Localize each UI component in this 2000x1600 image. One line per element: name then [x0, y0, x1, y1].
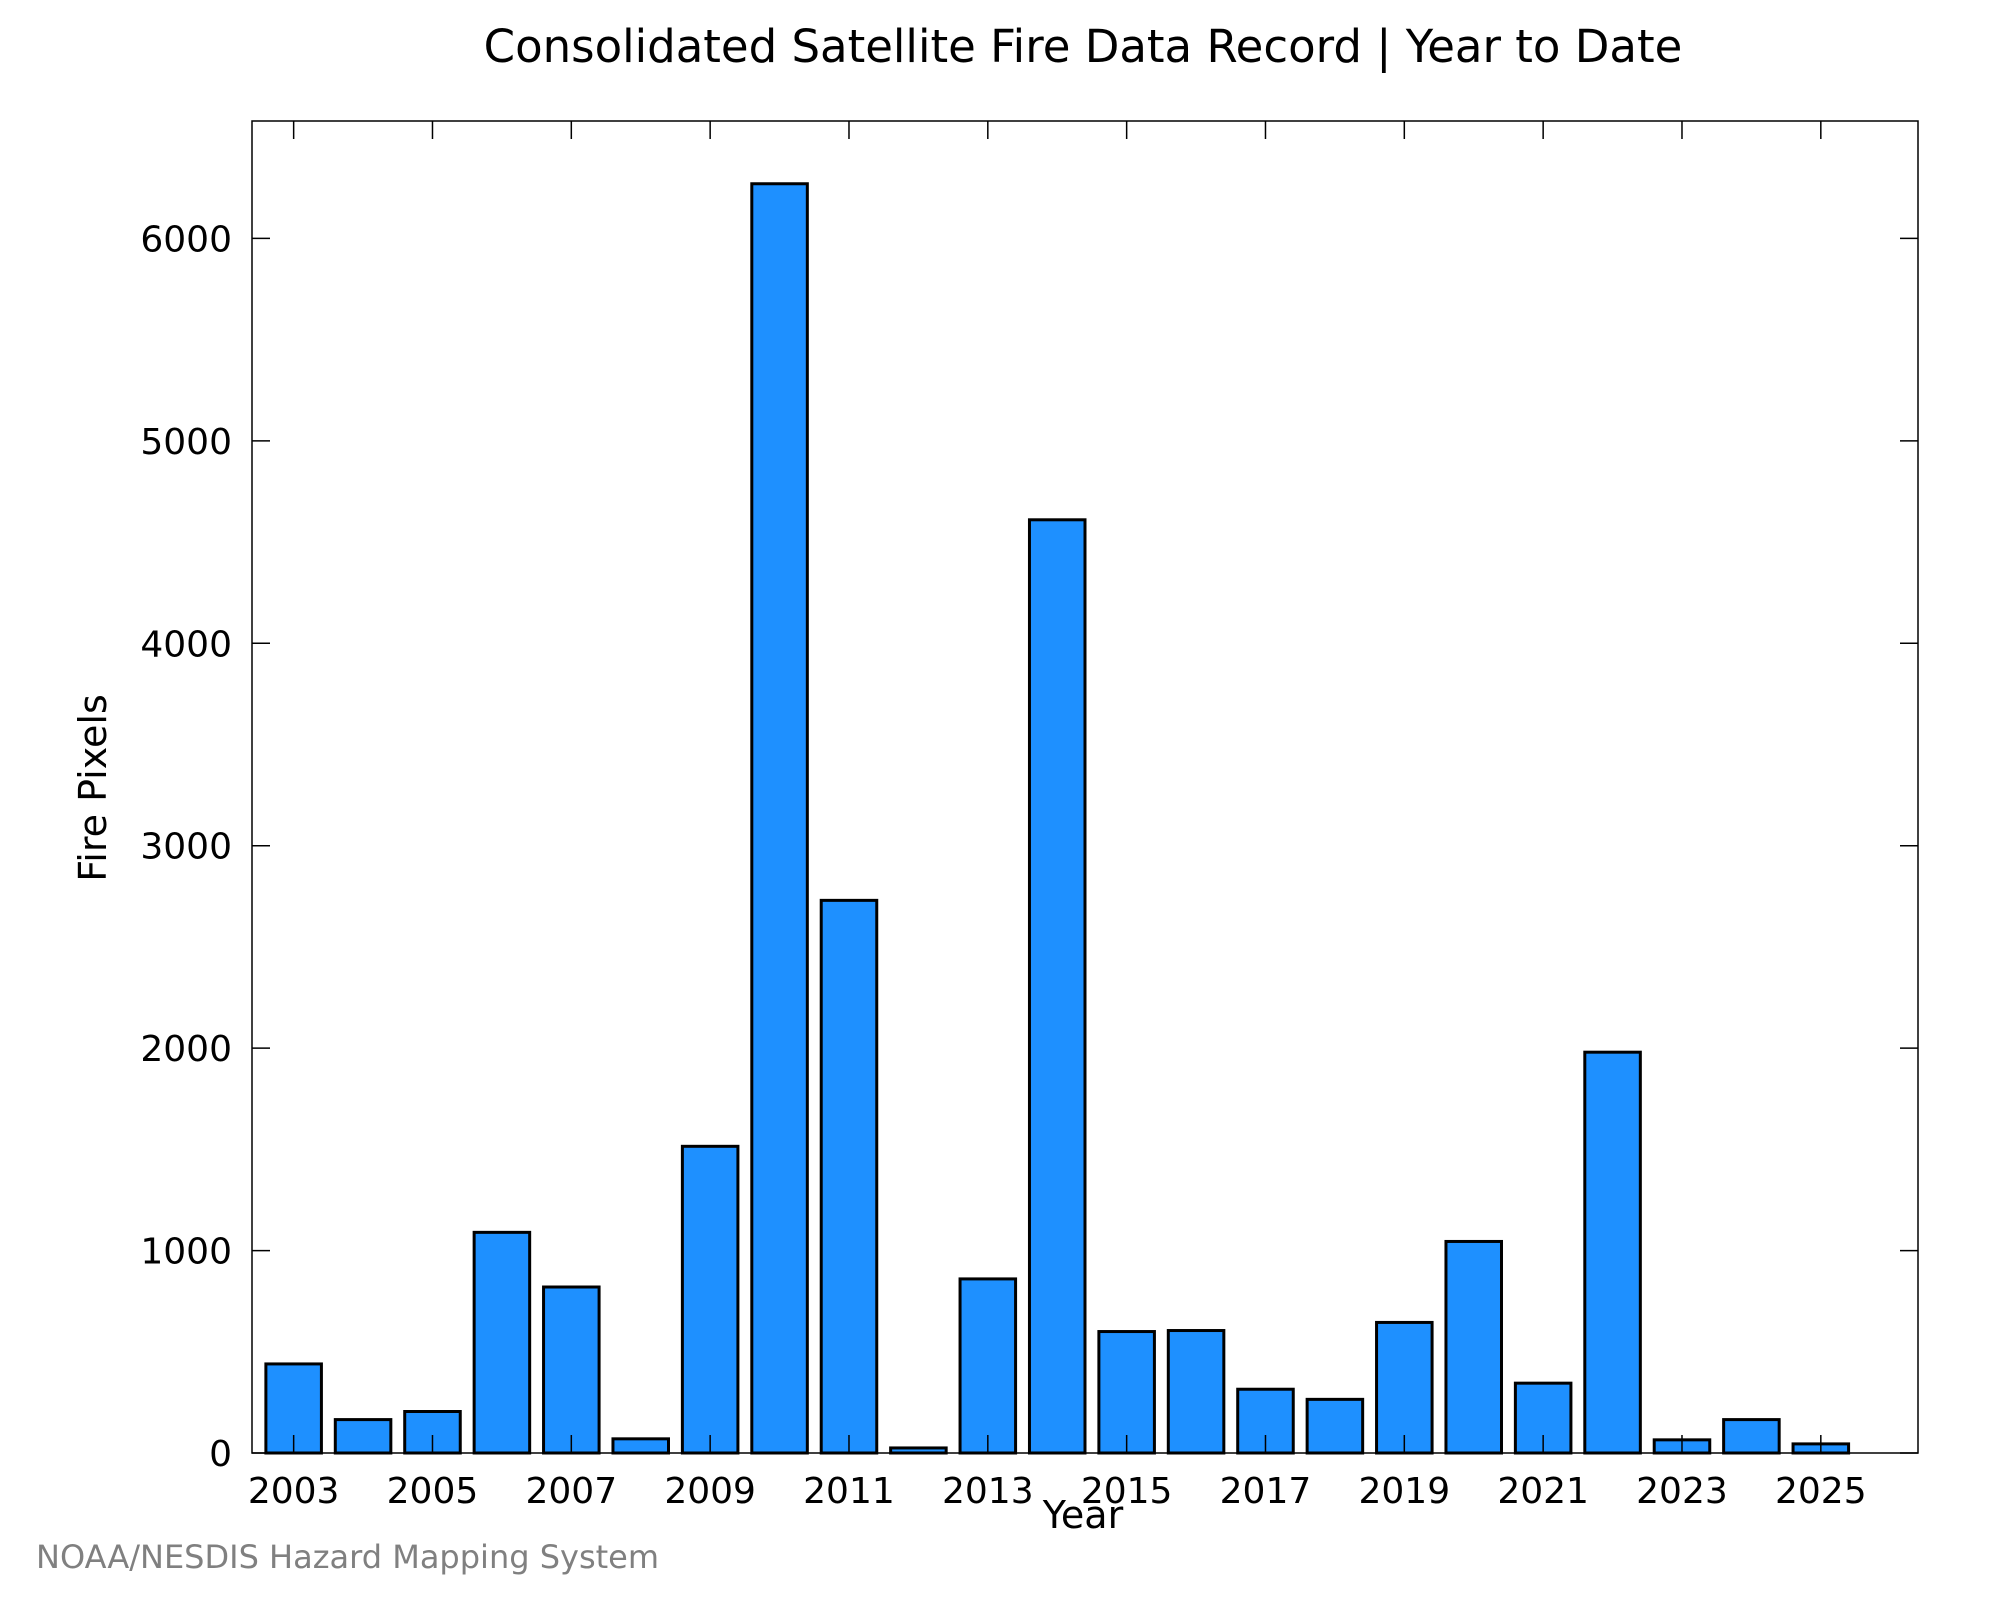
x-axis-label: Year [1042, 1493, 1124, 1537]
y-tick-label-0: 0 [209, 1434, 232, 1475]
x-tick-label-2011: 2011 [803, 1471, 895, 1512]
x-tick-label-2025: 2025 [1775, 1471, 1867, 1512]
y-tick-label-3000: 3000 [140, 827, 232, 868]
bar-2016 [1166, 1329, 1226, 1455]
y-tick-label-1000: 1000 [140, 1232, 232, 1273]
bar-2009 [680, 1144, 740, 1455]
bar-2020 [1444, 1239, 1504, 1455]
bar-2015 [1097, 1330, 1156, 1455]
bar-2007 [542, 1285, 601, 1455]
x-tick-label-2009: 2009 [664, 1471, 756, 1512]
x-tick-label-2003: 2003 [248, 1471, 340, 1512]
bar-2011 [819, 898, 879, 1455]
bar-2019 [1375, 1320, 1434, 1455]
y-tick-label-4000: 4000 [140, 624, 232, 665]
bar-2024 [1722, 1418, 1781, 1455]
x-tick-label-2017: 2017 [1220, 1471, 1312, 1512]
y-tick-label-2000: 2000 [140, 1029, 232, 1070]
bar-2008 [611, 1437, 671, 1455]
x-tick-label-2021: 2021 [1497, 1471, 1589, 1512]
x-tick-label-2013: 2013 [942, 1471, 1034, 1512]
bar-2004 [333, 1418, 393, 1455]
bar-2013 [958, 1277, 1018, 1455]
chart-title: Consolidated Satellite Fire Data Record … [484, 20, 1683, 73]
source-credit: NOAA/NESDIS Hazard Mapping System [36, 1538, 660, 1576]
x-tick-label-2019: 2019 [1359, 1471, 1451, 1512]
bar-2006 [472, 1230, 532, 1455]
bar-2010 [750, 182, 809, 1455]
x-tick-label-2007: 2007 [526, 1471, 618, 1512]
bar-2022 [1583, 1050, 1642, 1455]
y-tick-label-5000: 5000 [140, 422, 232, 463]
bar-2018 [1305, 1397, 1365, 1455]
y-axis-label: Fire Pixels [71, 694, 115, 882]
plot-area: 0 1000 2000 3000 4000 5000 6000 2003 2005 2007 200… [140, 120, 1919, 1512]
bar-2012 [889, 1446, 948, 1455]
x-tick-label-2023: 2023 [1636, 1471, 1728, 1512]
y-tick-label-6000: 6000 [140, 219, 232, 260]
x-tick-label-2005: 2005 [387, 1471, 479, 1512]
bar-2014 [1027, 518, 1087, 1455]
x-tick-label-2015: 2015 [1081, 1471, 1173, 1512]
plot-frame [251, 120, 1919, 1454]
